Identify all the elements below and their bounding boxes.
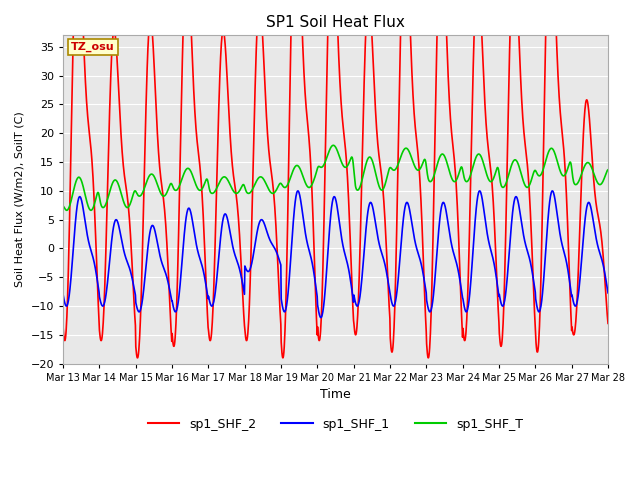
Legend: sp1_SHF_2, sp1_SHF_1, sp1_SHF_T: sp1_SHF_2, sp1_SHF_1, sp1_SHF_T (143, 413, 528, 436)
X-axis label: Time: Time (320, 388, 351, 401)
Title: SP1 Soil Heat Flux: SP1 Soil Heat Flux (266, 15, 405, 30)
Text: TZ_osu: TZ_osu (71, 42, 115, 52)
Y-axis label: Soil Heat Flux (W/m2), SoilT (C): Soil Heat Flux (W/m2), SoilT (C) (15, 112, 25, 288)
